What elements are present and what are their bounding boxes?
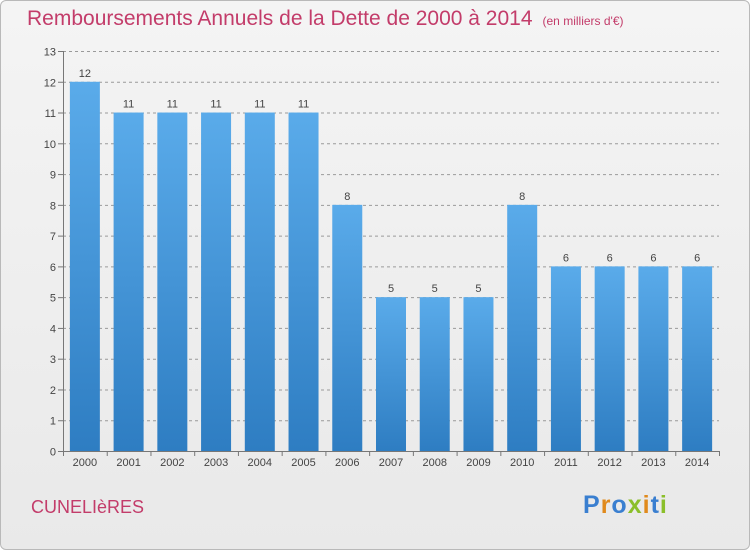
y-tick-label: 11 — [45, 108, 56, 120]
y-tick-label: 4 — [50, 323, 56, 335]
x-tick-label-2007: 2007 — [379, 457, 403, 469]
data-label-2007: 5 — [388, 283, 394, 295]
bar-2006 — [332, 204, 363, 451]
data-label-2006: 8 — [344, 191, 350, 203]
x-tick-label-2011: 2011 — [554, 457, 578, 469]
logo-letter: t — [650, 491, 660, 519]
y-tick-label: 13 — [44, 47, 56, 59]
y-tick-label: 12 — [44, 77, 56, 89]
bar-2001 — [113, 112, 144, 452]
y-tick-label: 5 — [50, 293, 56, 305]
bar-2014 — [682, 266, 713, 451]
logo-letter: i — [659, 491, 668, 519]
y-tick-label: 9 — [50, 170, 56, 182]
data-label-2009: 5 — [475, 283, 481, 295]
commune-name: CUNELIèRES — [31, 497, 145, 517]
bar-2007 — [376, 297, 406, 451]
proxiti-logo[interactable]: Proxiti — [583, 491, 668, 520]
bar-2000 — [69, 81, 100, 452]
x-tick-label-2003: 2003 — [204, 457, 228, 469]
x-tick-label-2009: 2009 — [466, 457, 490, 469]
data-label-2000: 12 — [79, 68, 91, 80]
data-label-2012: 6 — [607, 252, 613, 264]
y-tick-label: 10 — [44, 139, 56, 151]
bar-2008 — [419, 297, 450, 451]
y-tick-label: 6 — [50, 262, 56, 274]
x-tick-label-2014: 2014 — [685, 457, 709, 469]
data-label-2005: 11 — [298, 99, 309, 111]
x-tick-label-2013: 2013 — [641, 457, 665, 469]
data-label-2004: 11 — [254, 99, 265, 111]
y-tick-label: 7 — [50, 231, 56, 243]
bar-2010 — [507, 204, 538, 451]
x-tick-label-2012: 2012 — [597, 457, 621, 469]
bar-2002 — [157, 112, 188, 452]
y-tick-label: 1 — [50, 416, 56, 428]
x-tick-label-2008: 2008 — [422, 457, 446, 469]
data-label-2008: 5 — [432, 283, 438, 295]
data-label-2011: 6 — [563, 252, 569, 264]
x-tick-label-2002: 2002 — [160, 457, 184, 469]
data-labels: 12 11 11 11 11 11 8 5 5 5 8 6 6 6 6 — [79, 68, 700, 295]
bar-2004 — [244, 112, 275, 452]
x-tick-label-2010: 2010 — [510, 457, 534, 469]
data-label-2014: 6 — [694, 252, 700, 264]
data-label-2002: 11 — [167, 99, 178, 111]
data-label-2003: 11 — [210, 99, 221, 111]
y-tick-label: 8 — [50, 200, 56, 212]
logo-letter: o — [611, 491, 628, 519]
y-tick-label: 2 — [50, 385, 56, 397]
logo-letter: i — [642, 491, 651, 519]
title-text: Remboursements Annuels de la Dette de 20… — [27, 7, 533, 30]
y-tick-label: 0 — [50, 447, 56, 459]
x-tick-label-2005: 2005 — [291, 457, 315, 469]
subtitle-text: (en milliers d'€) — [542, 14, 624, 28]
x-tick-label-2000: 2000 — [73, 457, 97, 469]
logo-letter: r — [600, 491, 612, 519]
bars — [69, 81, 713, 452]
data-label-2010: 8 — [519, 191, 525, 203]
bar-2005 — [288, 112, 319, 452]
bar-2003 — [201, 112, 232, 452]
logo-letter: x — [627, 491, 643, 519]
x-tick-label-2006: 2006 — [335, 457, 359, 469]
chart-title: Remboursements Annuels de la Dette de 20… — [27, 7, 624, 31]
bar-2011 — [550, 266, 581, 451]
x-tick-label-2004: 2004 — [248, 457, 272, 469]
y-tick-label: 3 — [50, 354, 56, 366]
bar-2009 — [463, 297, 494, 451]
logo-letter: P — [583, 491, 601, 519]
bar-2013 — [638, 266, 669, 451]
data-label-2013: 6 — [650, 252, 656, 264]
bar-2012 — [594, 266, 625, 451]
x-tick-label-2001: 2001 — [116, 457, 140, 469]
data-label-2001: 11 — [123, 99, 134, 111]
